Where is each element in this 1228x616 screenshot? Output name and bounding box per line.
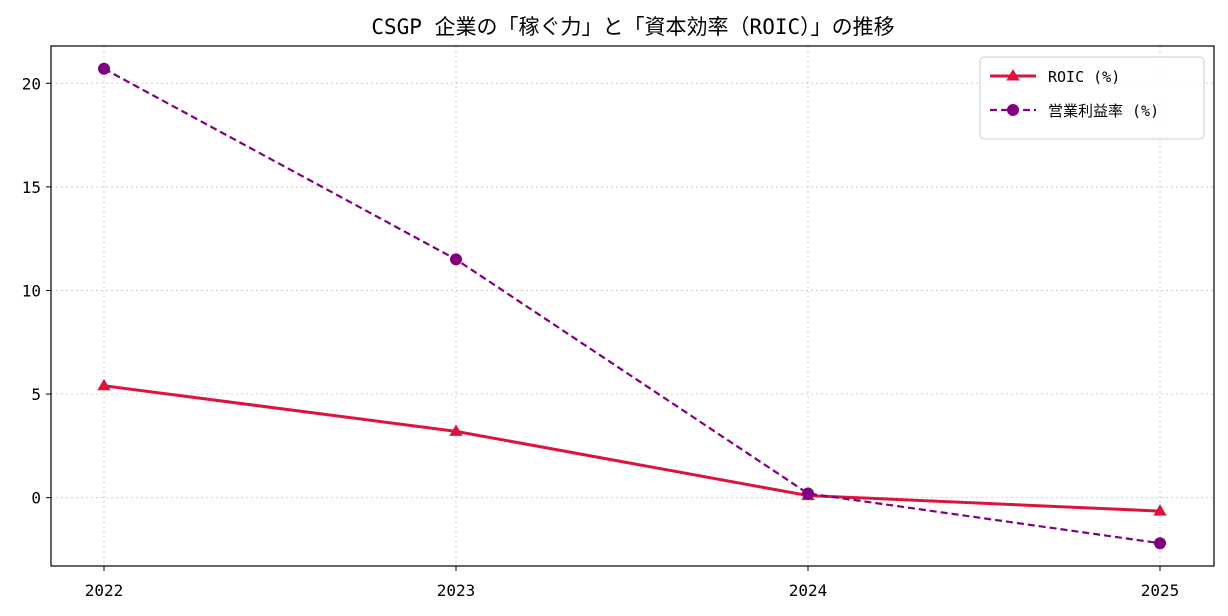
series-2-point (802, 487, 814, 500)
y-tick-label: 0 (31, 489, 41, 508)
series-2-point (98, 62, 110, 75)
y-tick-label: 5 (31, 385, 41, 404)
legend-swatch-marker (1006, 69, 1020, 81)
x-tick-label: 2022 (85, 581, 124, 600)
series-2-point (450, 253, 462, 266)
x-tick-label: 2023 (437, 581, 476, 600)
x-tick-label: 2025 (1141, 581, 1180, 600)
axis-ticks: 2022 2023 2024 2025 0 5 10 15 20 (22, 74, 1180, 600)
y-tick-label: 10 (22, 281, 41, 300)
series-1-point (97, 378, 111, 391)
legend-label: ROIC (%) (1048, 68, 1120, 86)
legend-label: 営業利益率 (%) (1048, 102, 1159, 120)
series-layer (97, 62, 1167, 550)
series-1-point (1153, 504, 1167, 516)
legend: ROIC (%) 営業利益率 (%) (979, 56, 1205, 140)
series-line-2 (103, 67, 1161, 545)
series-2-point (1154, 537, 1166, 550)
series-1-point (449, 424, 463, 436)
legend-swatch-marker (1007, 104, 1019, 116)
chart-title: CSGP 企業の「稼ぐ力」と「資本効率（ROIC）」の推移 (371, 15, 894, 39)
x-tick-label: 2024 (789, 581, 828, 600)
series-line-1 (103, 384, 1161, 513)
y-tick-label: 20 (22, 74, 41, 93)
plot-area-frame (50, 45, 1215, 567)
y-tick-label: 15 (22, 178, 41, 197)
